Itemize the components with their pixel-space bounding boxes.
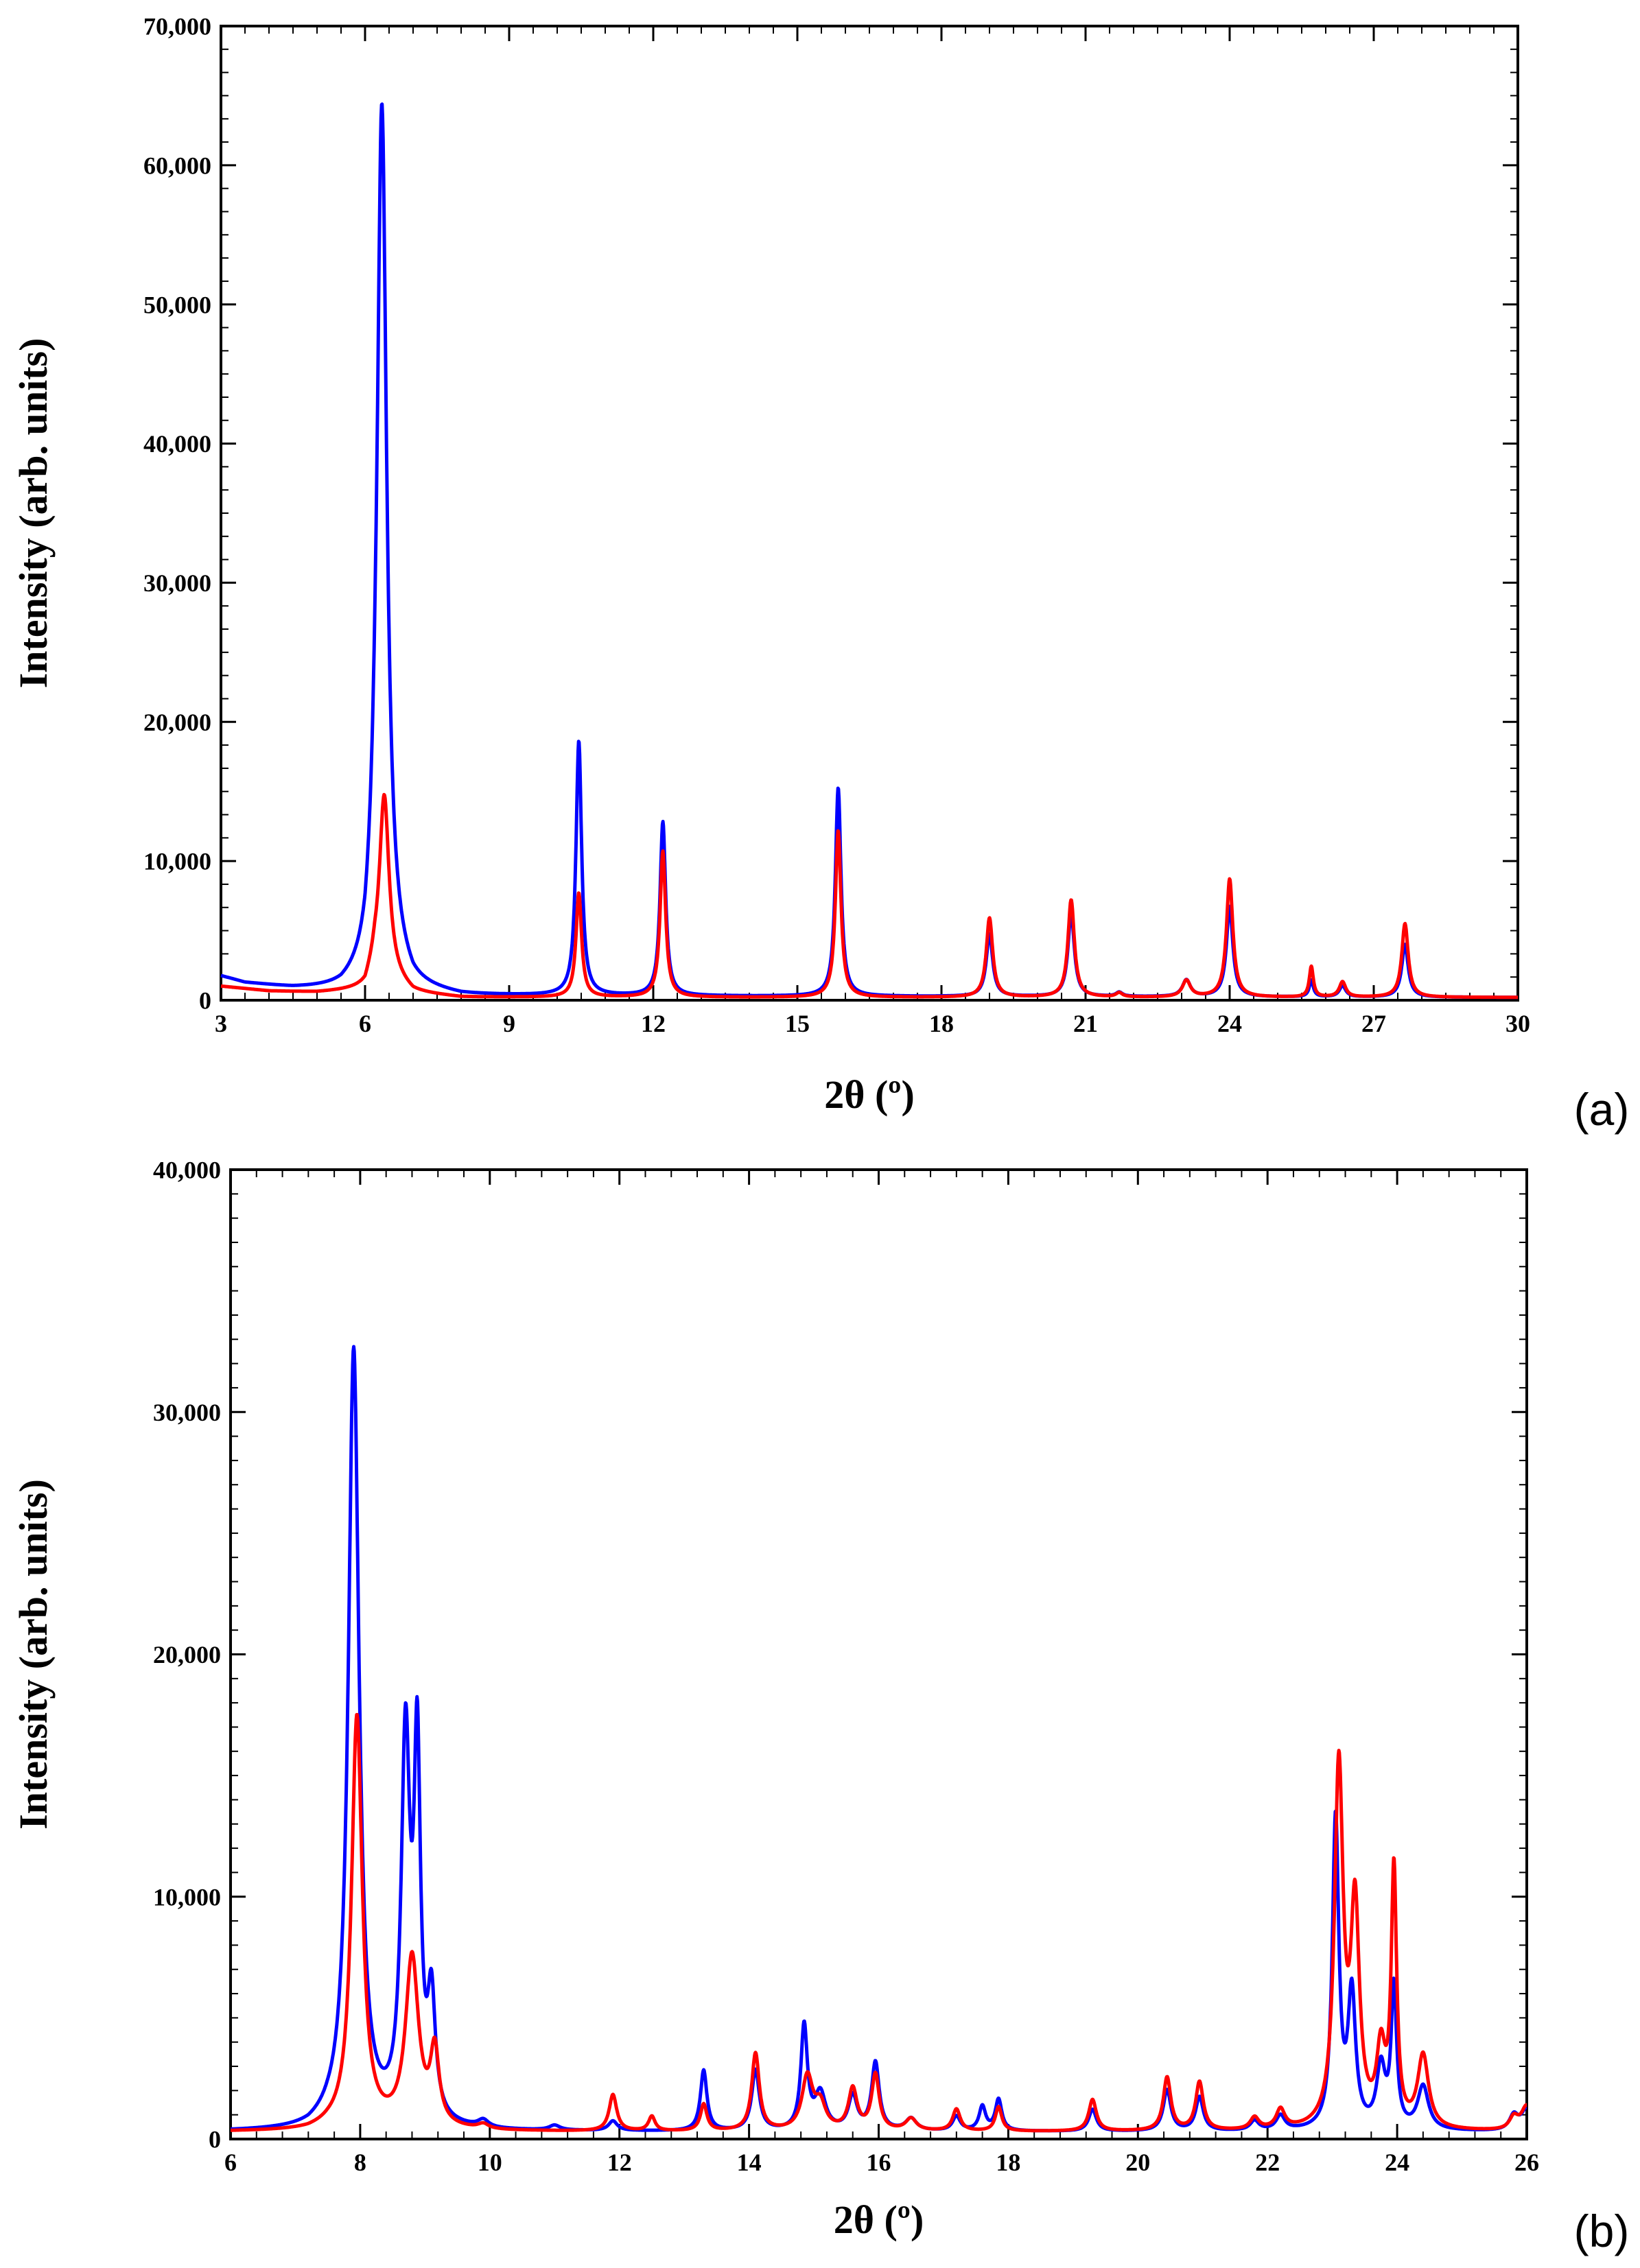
y-tick-label: 0 [209,2126,221,2153]
x-tick-label: 18 [996,2149,1020,2176]
y-tick-label: 70,000 [143,13,211,40]
chart-panel-b: 6 8 10 12 14 16 18 20 22 24 26 0 10,000 20,000 30,000 4… [11,1157,1629,2256]
x-tick-label: 27 [1361,1010,1386,1037]
panel-label: (b) [1574,2206,1630,2256]
series-line-red [220,792,1519,1000]
y-tick-label: 40,000 [153,1157,221,1184]
y-axis-title: Intensity (arb. units) [11,1479,56,1830]
x-axis-title: 2θ (º) [824,1072,915,1117]
y-tick-label: 30,000 [153,1399,221,1426]
x-tick-label: 6 [359,1010,371,1037]
y-axis-title: Intensity (arb. units) [11,338,56,689]
y-tick-label: 10,000 [143,848,211,875]
y-tick-label: 30,000 [143,569,211,597]
panel-label: (a) [1574,1084,1630,1135]
x-tick-label: 21 [1073,1010,1098,1037]
x-tick-label: 6 [224,2149,237,2176]
x-tick-label: 10 [478,2149,502,2176]
x-tick-label: 24 [1217,1010,1242,1037]
x-tick-label: 16 [867,2149,891,2176]
x-tick-label: 18 [929,1010,954,1037]
x-tick-label: 12 [607,2149,632,2176]
x-axis-title: 2θ (º) [834,2197,924,2242]
series-line-red [229,1712,1528,2133]
plot-frame [220,25,1519,1002]
y-tick-label: 60,000 [143,152,211,179]
x-tick-label: 30 [1506,1010,1530,1037]
chart-panel-a: 3 6 9 12 15 18 21 24 27 30 0 10,000 20,000 30,000 40,0… [11,13,1629,1135]
x-tick-label: 22 [1255,2149,1280,2176]
x-tick-label: 3 [215,1010,227,1037]
y-tick-label: 0 [199,987,211,1015]
y-tick-label: 20,000 [143,709,211,736]
x-tick-label: 8 [354,2149,366,2176]
y-tick-label: 20,000 [153,1641,221,1668]
x-tick-label: 15 [785,1010,810,1037]
x-tick-label: 26 [1514,2149,1539,2176]
x-tick-label: 12 [641,1010,666,1037]
y-tick-label: 50,000 [143,291,211,318]
series-line-blue [220,102,1519,1000]
y-tick-label: 40,000 [143,430,211,458]
x-tick-label: 9 [503,1010,515,1037]
x-tick-label: 20 [1125,2149,1150,2176]
y-tick-label: 10,000 [153,1883,221,1911]
x-tick-label: 24 [1385,2149,1409,2176]
x-tick-label: 14 [737,2149,762,2176]
